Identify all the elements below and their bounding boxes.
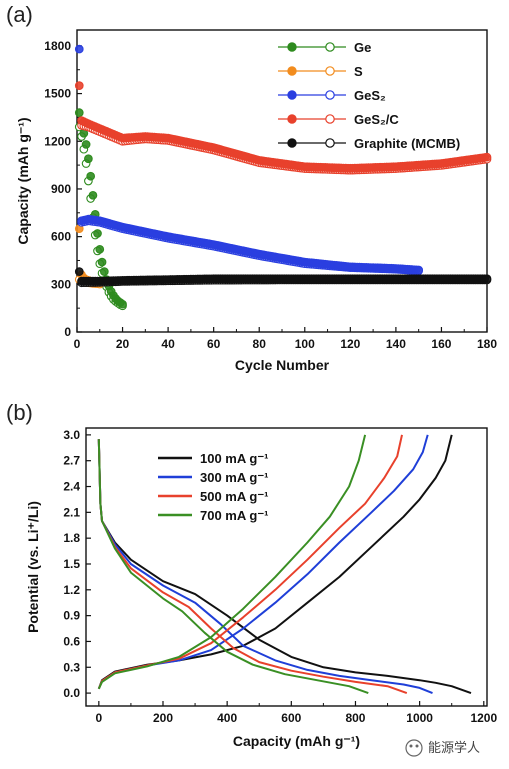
series-ge-discharge-point bbox=[88, 190, 98, 200]
y-tick-label-b: 0.6 bbox=[63, 634, 80, 648]
panel-b-label: (b) bbox=[6, 400, 33, 425]
legend-marker-open-a bbox=[325, 66, 335, 76]
x-tick-label-b: 0 bbox=[95, 711, 102, 725]
series-graphite-discharge-point bbox=[482, 274, 492, 284]
series-ge-discharge-point bbox=[74, 108, 84, 118]
x-tick-label-b: 800 bbox=[345, 711, 365, 725]
legend-label-a: GeS₂/C bbox=[354, 112, 399, 127]
series-ges2-first-discharge-point bbox=[74, 44, 84, 54]
y-tick-label-a: 1200 bbox=[44, 134, 71, 148]
legend-label-a: Ge bbox=[354, 40, 371, 55]
curve-100-charge bbox=[97, 434, 453, 690]
plot-frame-a bbox=[76, 29, 488, 333]
x-tick-label-b: 1200 bbox=[470, 711, 497, 725]
y-tick-label-b: 0.0 bbox=[63, 686, 80, 700]
x-tick-label-b: 200 bbox=[153, 711, 173, 725]
x-tick-label-a: 140 bbox=[386, 337, 406, 351]
y-axis-title-a: Capacity (mAh g⁻¹) bbox=[15, 117, 31, 244]
wechat-icon-eye bbox=[415, 744, 419, 748]
wechat-icon bbox=[405, 739, 423, 757]
x-tick-label-a: 0 bbox=[74, 337, 81, 351]
legend-marker-open-a bbox=[325, 42, 335, 52]
x-tick-label-a: 100 bbox=[295, 337, 315, 351]
legend-marker-filled-a bbox=[287, 90, 297, 100]
y-tick-label-a: 0 bbox=[64, 325, 71, 339]
legend-marker-filled-a bbox=[287, 42, 297, 52]
legend-label-a: Graphite (MCMB) bbox=[354, 136, 460, 151]
legend-marker-filled-a bbox=[287, 114, 297, 124]
legend-label-a: S bbox=[354, 64, 363, 79]
x-tick-label-a: 80 bbox=[253, 337, 267, 351]
x-tick-label-b: 1000 bbox=[406, 711, 433, 725]
legend-label-b: 300 mA g⁻¹ bbox=[200, 470, 269, 485]
y-tick-label-b: 1.5 bbox=[63, 557, 80, 571]
watermark: 能源学人 bbox=[405, 739, 480, 757]
series-ges2-discharge-point bbox=[414, 265, 424, 275]
series-graphite-first-discharge-point bbox=[74, 267, 84, 276]
legend-marker-filled-a bbox=[287, 66, 297, 76]
y-tick-label-b: 1.2 bbox=[63, 583, 80, 597]
series-ges2c-discharge-point bbox=[482, 152, 492, 162]
y-tick-label-b: 3.0 bbox=[63, 428, 80, 442]
wechat-icon-eye bbox=[409, 744, 413, 748]
series-ges2c-first-discharge-point bbox=[74, 81, 84, 90]
y-tick-label-a: 1800 bbox=[44, 39, 71, 53]
y-tick-label-b: 0.9 bbox=[63, 609, 80, 623]
watermark-text: 能源学人 bbox=[428, 740, 480, 756]
series-ge-discharge-point bbox=[95, 244, 105, 254]
legend-marker-filled-a bbox=[287, 138, 297, 148]
x-tick-label-a: 40 bbox=[161, 337, 175, 351]
y-tick-label-a: 1500 bbox=[44, 87, 71, 101]
legend-label-b: 500 mA g⁻¹ bbox=[200, 489, 269, 504]
x-axis-title-b: Capacity (mAh g⁻¹) bbox=[233, 733, 360, 749]
x-axis-title-a: Cycle Number bbox=[235, 357, 330, 373]
y-axis-title-b: Potential (vs. Li⁺/Li) bbox=[25, 501, 41, 633]
series-ge-discharge-point bbox=[99, 267, 109, 276]
capacity-vs-cycle-chart: 0 20 40 60 80 100 120 140 160 1800300600900120015… bbox=[15, 29, 497, 373]
plot-frame-b bbox=[85, 427, 488, 707]
legend-marker-open-a bbox=[325, 90, 335, 100]
panel-a-label: (a) bbox=[6, 2, 33, 27]
legend-label-b: 100 mA g⁻¹ bbox=[200, 451, 269, 466]
legend-label-a: GeS₂ bbox=[354, 88, 386, 103]
legend-label-b: 700 mA g⁻¹ bbox=[200, 508, 269, 523]
voltage-profile-chart: 0 200 400 600 800 1000 1200 0.0 0.3 0.6 0.9 1.2 1.5 1… bbox=[25, 427, 497, 749]
y-tick-label-b: 2.1 bbox=[63, 505, 80, 519]
x-tick-label-a: 160 bbox=[431, 337, 451, 351]
x-tick-label-b: 400 bbox=[217, 711, 237, 725]
y-tick-label-b: 2.4 bbox=[63, 480, 80, 494]
legend-marker-open-a bbox=[325, 138, 335, 148]
legend-marker-open-a bbox=[325, 114, 335, 124]
series-ge-discharge-point bbox=[84, 154, 93, 164]
y-tick-label-b: 0.3 bbox=[63, 660, 80, 674]
series-ge-discharge-point bbox=[93, 229, 102, 238]
series-ge-discharge-point bbox=[97, 257, 107, 267]
curve-700-discharge bbox=[97, 439, 369, 695]
x-tick-label-a: 60 bbox=[207, 337, 221, 351]
y-tick-label-a: 600 bbox=[51, 230, 71, 244]
y-tick-label-b: 1.8 bbox=[63, 531, 80, 545]
series-ge-discharge-point bbox=[118, 299, 127, 309]
series-ge-discharge-point bbox=[81, 140, 91, 149]
series-ge-discharge-point bbox=[86, 171, 96, 181]
x-tick-label-b: 600 bbox=[281, 711, 301, 725]
y-tick-label-a: 900 bbox=[51, 182, 71, 196]
x-tick-label-a: 20 bbox=[116, 337, 130, 351]
y-tick-label-b: 2.7 bbox=[63, 454, 80, 468]
x-tick-label-a: 180 bbox=[477, 337, 497, 351]
curve-700-charge bbox=[97, 434, 367, 690]
x-tick-label-a: 120 bbox=[340, 337, 360, 351]
y-tick-label-a: 300 bbox=[51, 277, 71, 291]
